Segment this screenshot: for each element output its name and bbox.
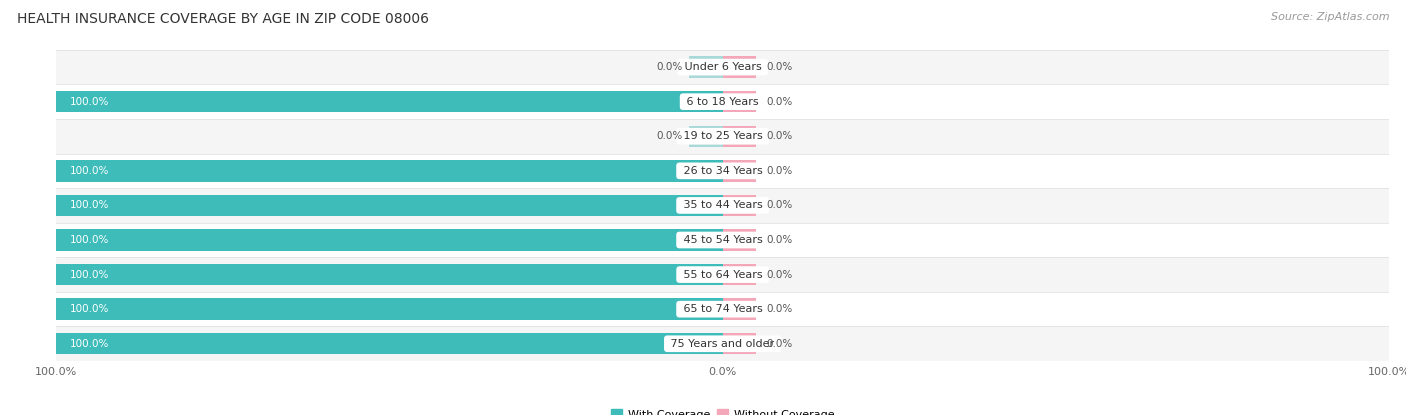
Text: 0.0%: 0.0% bbox=[657, 131, 683, 141]
Text: 100.0%: 100.0% bbox=[69, 200, 108, 210]
Bar bbox=[56, 298, 723, 320]
Legend: With Coverage, Without Coverage: With Coverage, Without Coverage bbox=[607, 405, 838, 415]
Text: 55 to 64 Years: 55 to 64 Years bbox=[679, 270, 766, 280]
Text: 0.0%: 0.0% bbox=[766, 131, 792, 141]
Bar bbox=[689, 125, 723, 147]
Bar bbox=[723, 229, 756, 251]
Text: 45 to 54 Years: 45 to 54 Years bbox=[679, 235, 766, 245]
Bar bbox=[723, 56, 756, 78]
Text: 100.0%: 100.0% bbox=[69, 270, 108, 280]
Text: 35 to 44 Years: 35 to 44 Years bbox=[679, 200, 766, 210]
Text: 100.0%: 100.0% bbox=[69, 97, 108, 107]
Text: 0.0%: 0.0% bbox=[766, 200, 792, 210]
Text: 100.0%: 100.0% bbox=[69, 304, 108, 314]
Bar bbox=[56, 229, 723, 251]
Bar bbox=[723, 264, 756, 286]
Text: Under 6 Years: Under 6 Years bbox=[681, 62, 765, 72]
Bar bbox=[689, 56, 723, 78]
Bar bbox=[56, 84, 1389, 119]
Bar bbox=[56, 91, 723, 112]
Text: 0.0%: 0.0% bbox=[766, 166, 792, 176]
Text: 0.0%: 0.0% bbox=[766, 304, 792, 314]
Text: 0.0%: 0.0% bbox=[766, 339, 792, 349]
Text: 0.0%: 0.0% bbox=[766, 235, 792, 245]
Bar bbox=[723, 195, 756, 216]
Text: 0.0%: 0.0% bbox=[766, 270, 792, 280]
Text: 100.0%: 100.0% bbox=[69, 166, 108, 176]
Bar bbox=[723, 160, 756, 182]
Text: 26 to 34 Years: 26 to 34 Years bbox=[679, 166, 766, 176]
Bar bbox=[56, 292, 1389, 327]
Text: Source: ZipAtlas.com: Source: ZipAtlas.com bbox=[1271, 12, 1389, 22]
Text: 0.0%: 0.0% bbox=[766, 62, 792, 72]
Bar bbox=[56, 195, 723, 216]
Text: 0.0%: 0.0% bbox=[657, 62, 683, 72]
Bar bbox=[56, 264, 723, 286]
Text: HEALTH INSURANCE COVERAGE BY AGE IN ZIP CODE 08006: HEALTH INSURANCE COVERAGE BY AGE IN ZIP … bbox=[17, 12, 429, 27]
Bar bbox=[56, 333, 723, 354]
Bar bbox=[56, 50, 1389, 84]
Text: 65 to 74 Years: 65 to 74 Years bbox=[679, 304, 766, 314]
Bar bbox=[56, 257, 1389, 292]
Bar bbox=[56, 327, 1389, 361]
Bar bbox=[723, 91, 756, 112]
Text: 19 to 25 Years: 19 to 25 Years bbox=[679, 131, 766, 141]
Bar bbox=[56, 223, 1389, 257]
Bar bbox=[723, 298, 756, 320]
Text: 75 Years and older: 75 Years and older bbox=[668, 339, 778, 349]
Bar bbox=[723, 125, 756, 147]
Bar bbox=[56, 154, 1389, 188]
Bar bbox=[723, 333, 756, 354]
Text: 6 to 18 Years: 6 to 18 Years bbox=[683, 97, 762, 107]
Text: 100.0%: 100.0% bbox=[69, 235, 108, 245]
Text: 0.0%: 0.0% bbox=[766, 97, 792, 107]
Text: 100.0%: 100.0% bbox=[69, 339, 108, 349]
Bar bbox=[56, 188, 1389, 223]
Bar bbox=[56, 160, 723, 182]
Bar bbox=[56, 119, 1389, 154]
